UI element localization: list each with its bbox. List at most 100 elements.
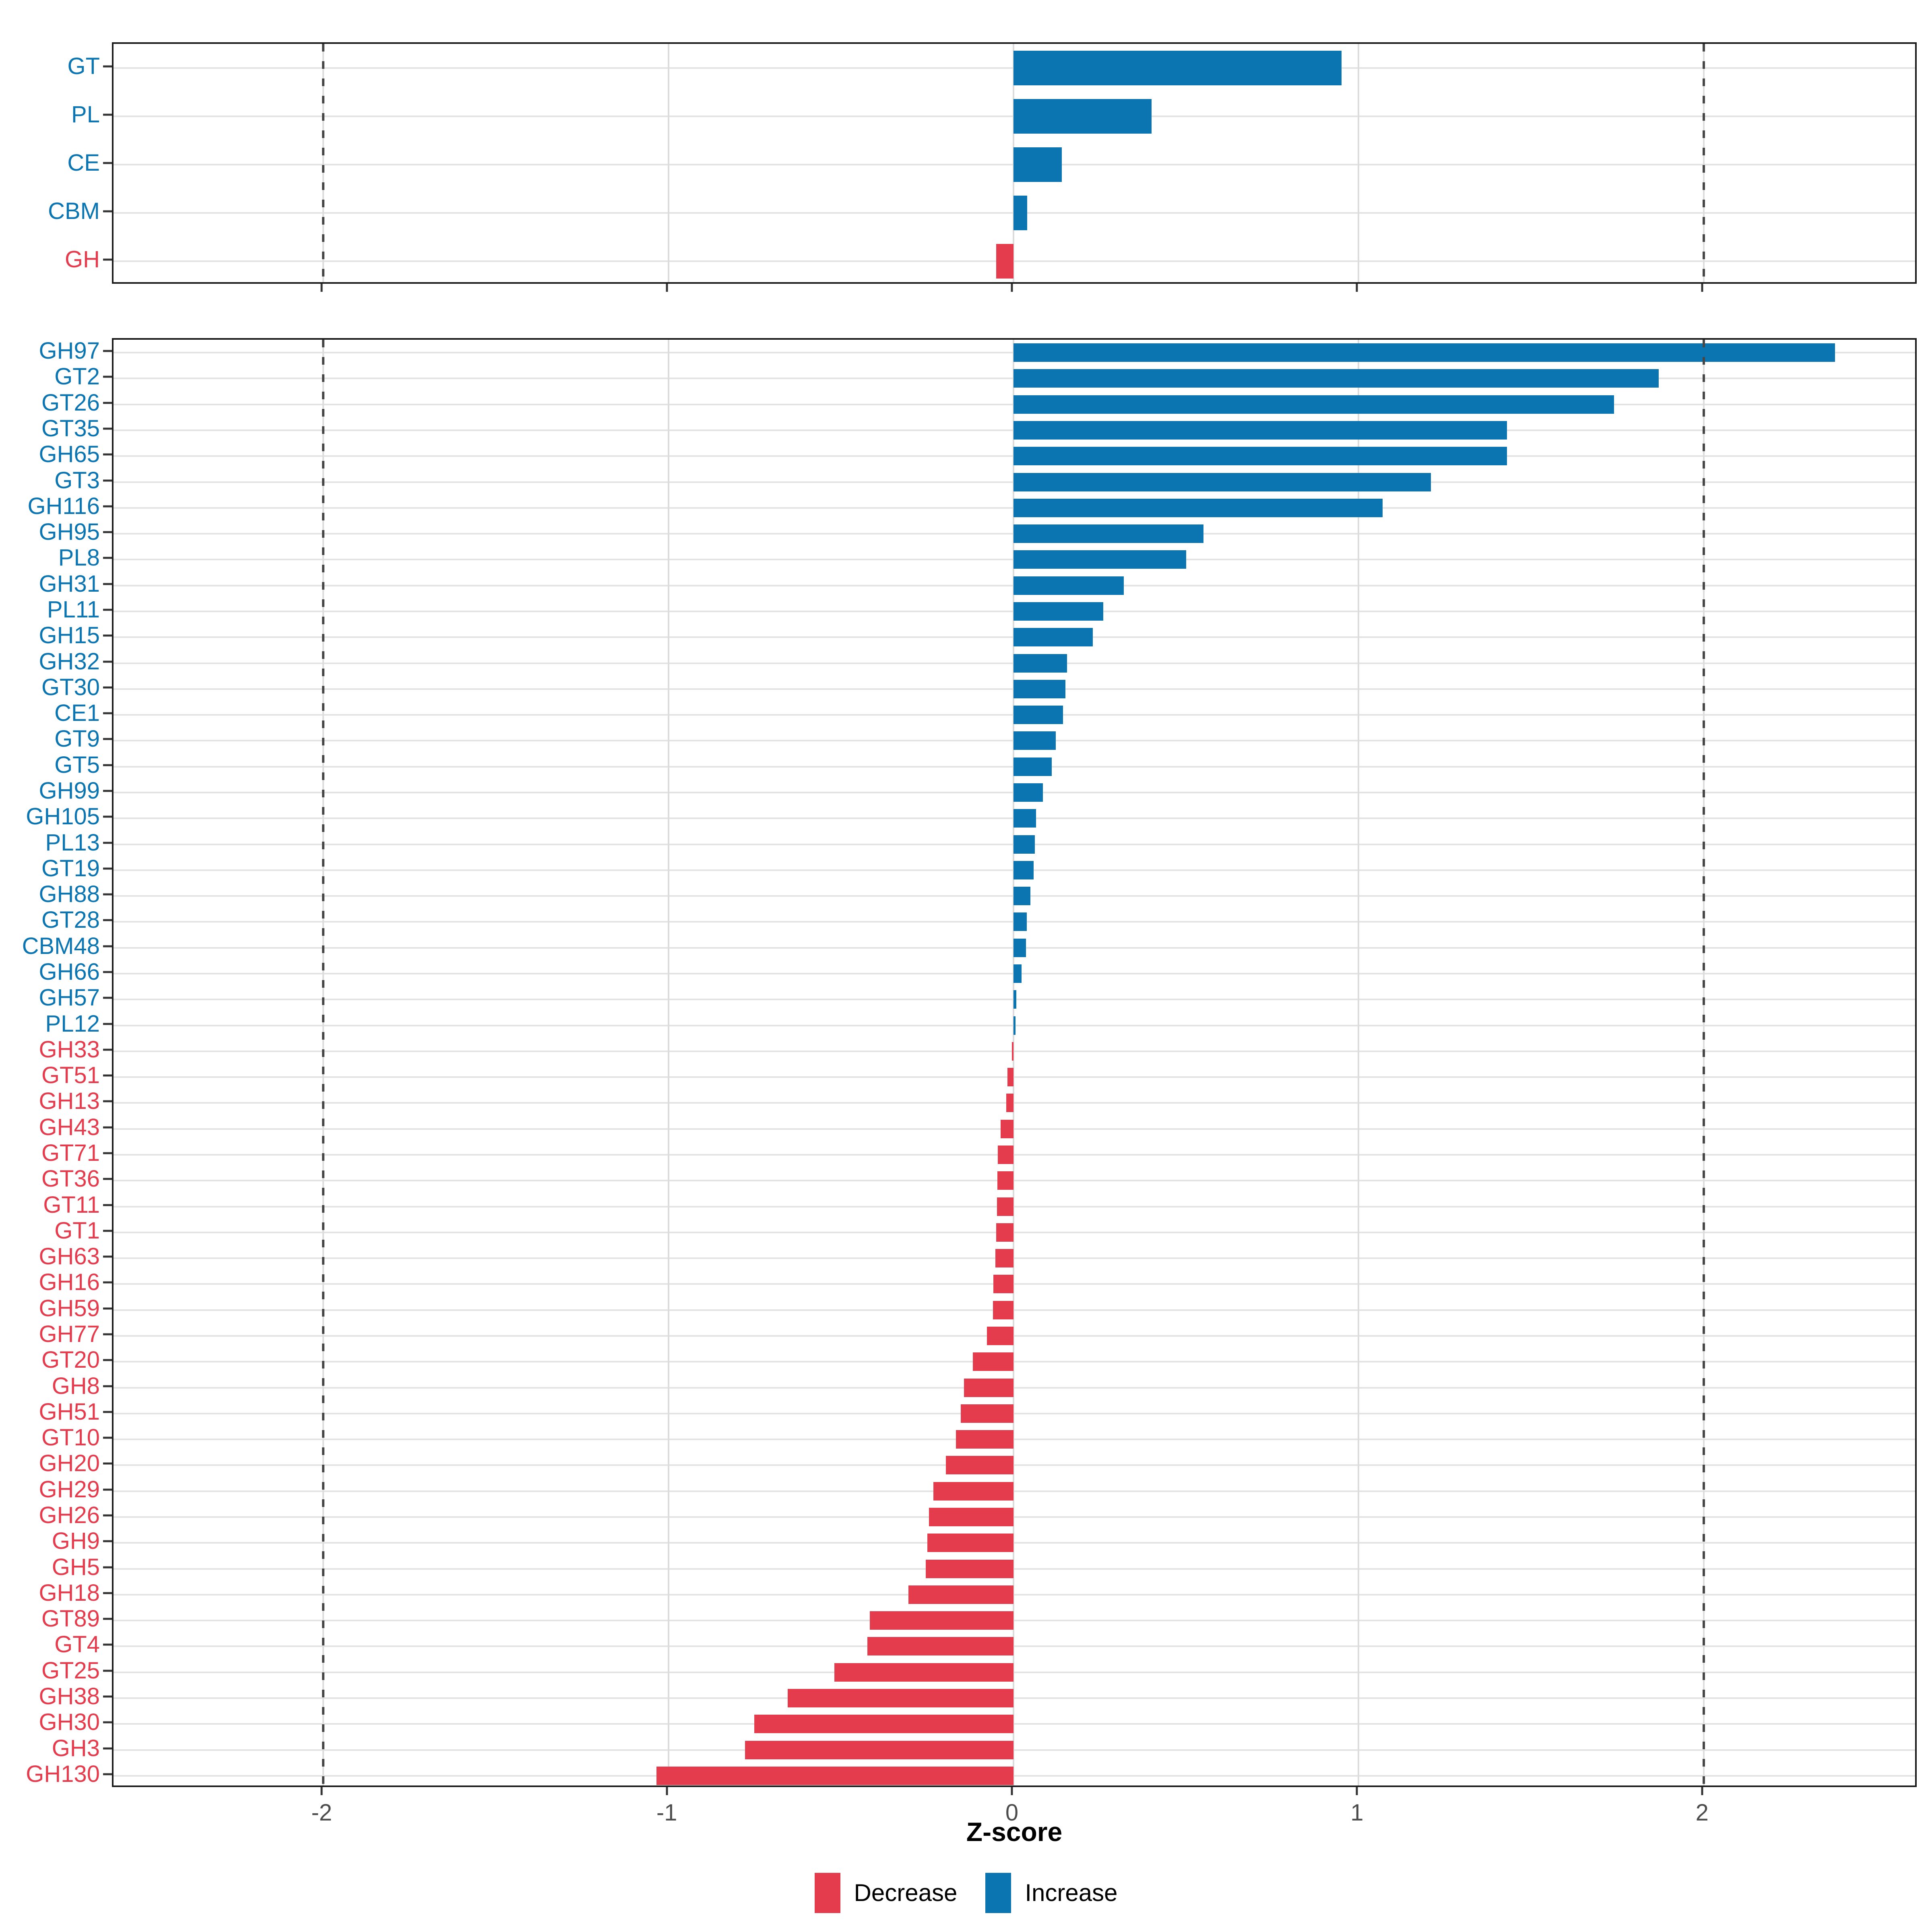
gridline-horizontal <box>114 1412 1915 1414</box>
bar-GH77 <box>987 1327 1013 1345</box>
y-label-GT11: GT11 <box>43 1191 100 1218</box>
y-tick-GH33 <box>103 1049 112 1051</box>
bar-GH38 <box>788 1689 1013 1707</box>
gridline-horizontal <box>114 1723 1915 1725</box>
y-label-PL13: PL13 <box>45 829 100 856</box>
y-label-PL12: PL12 <box>45 1010 100 1037</box>
y-label-GT51: GT51 <box>41 1062 100 1089</box>
y-tick-GH8 <box>103 1385 112 1387</box>
bar-GT30 <box>1013 679 1065 698</box>
y-tick-PL <box>103 114 112 116</box>
bar-GT51 <box>1007 1068 1013 1087</box>
y-tick-GT20 <box>103 1359 112 1361</box>
gridline-horizontal <box>114 1387 1915 1389</box>
legend-label-decrease: Decrease <box>854 1879 958 1906</box>
y-label-GH38: GH38 <box>39 1683 100 1709</box>
y-label-GH43: GH43 <box>39 1114 100 1140</box>
bar-GH63 <box>995 1249 1013 1268</box>
y-label-GH95: GH95 <box>39 519 100 545</box>
y-tick-GT4 <box>103 1643 112 1646</box>
gridline-horizontal <box>114 1697 1915 1699</box>
y-tick-GT11 <box>103 1204 112 1206</box>
gridline-horizontal <box>114 1283 1915 1285</box>
y-tick-GH105 <box>103 815 112 818</box>
y-tick-GT3 <box>103 479 112 482</box>
y-label-GH77: GH77 <box>39 1321 100 1347</box>
gridline-vertical <box>1358 44 1360 282</box>
bar-GT11 <box>997 1197 1013 1216</box>
x-tick--1 <box>666 1787 668 1795</box>
y-label-PL: PL <box>71 101 100 128</box>
y-tick-GH9 <box>103 1540 112 1542</box>
y-tick-PL11 <box>103 609 112 611</box>
y-tick-GT28 <box>103 919 112 921</box>
y-label-GH3: GH3 <box>52 1735 100 1761</box>
y-tick-GH32 <box>103 661 112 663</box>
gridline-horizontal <box>114 1180 1915 1182</box>
bar-GT4 <box>867 1637 1013 1656</box>
bar-PL12 <box>1013 1016 1016 1035</box>
legend-item-increase: Increase <box>985 1873 1117 1913</box>
dashed-line-x-2 <box>322 340 325 1785</box>
y-tick-GH59 <box>103 1307 112 1310</box>
y-label-CE: CE <box>67 150 100 176</box>
y-label-GT19: GT19 <box>41 855 100 881</box>
x-axis-title: Z-score <box>966 1817 1063 1847</box>
y-label-GH30: GH30 <box>39 1709 100 1736</box>
legend-item-decrease: Decrease <box>814 1873 958 1913</box>
y-label-GH51: GH51 <box>39 1398 100 1425</box>
gridline-vertical <box>1358 340 1360 1785</box>
gridline-horizontal <box>114 1620 1915 1622</box>
gridline-vertical <box>667 44 669 282</box>
x-tick--1 <box>666 284 668 292</box>
y-label-GT: GT <box>67 53 100 79</box>
gridline-horizontal <box>114 1593 1915 1596</box>
y-label-GT36: GT36 <box>41 1166 100 1192</box>
bar-GH105 <box>1013 809 1036 828</box>
y-label-GH15: GH15 <box>39 622 100 649</box>
y-tick-GH88 <box>103 893 112 896</box>
bar-GT1 <box>996 1223 1013 1242</box>
dashed-line-x-2 <box>322 44 325 282</box>
bar-GT9 <box>1013 731 1056 750</box>
bar-GT35 <box>1013 421 1507 440</box>
y-label-GT4: GT4 <box>54 1631 100 1658</box>
bar-GT20 <box>972 1352 1013 1371</box>
y-label-GH57: GH57 <box>39 985 100 1011</box>
y-label-GT30: GT30 <box>41 674 100 700</box>
y-tick-GT26 <box>103 402 112 404</box>
bar-GH57 <box>1013 990 1016 1009</box>
y-label-CE1: CE1 <box>54 700 100 727</box>
y-tick-CE1 <box>103 712 112 714</box>
y-tick-PL13 <box>103 842 112 844</box>
y-label-PL8: PL8 <box>58 545 100 571</box>
y-label-GT26: GT26 <box>41 389 100 416</box>
y-tick-GT36 <box>103 1178 112 1180</box>
y-tick-PL8 <box>103 557 112 559</box>
y-tick-GH30 <box>103 1721 112 1724</box>
y-tick-GT35 <box>103 427 112 430</box>
y-label-GH5: GH5 <box>52 1554 100 1580</box>
y-label-GT28: GT28 <box>41 907 100 933</box>
gridline-horizontal <box>114 1542 1915 1544</box>
y-label-GT35: GT35 <box>41 415 100 442</box>
y-tick-GH65 <box>103 453 112 456</box>
bar-GH15 <box>1013 628 1093 647</box>
bar-CE1 <box>1013 706 1063 724</box>
y-tick-GH130 <box>103 1773 112 1775</box>
y-tick-GH29 <box>103 1488 112 1491</box>
y-tick-GT71 <box>103 1152 112 1154</box>
legend-label-increase: Increase <box>1025 1879 1118 1906</box>
y-label-PL11: PL11 <box>47 597 100 623</box>
gridline-horizontal <box>114 1464 1915 1466</box>
bar-GT3 <box>1013 473 1431 491</box>
y-tick-GH16 <box>103 1281 112 1284</box>
x-tick-label-1: 1 <box>1350 1800 1364 1826</box>
bar-GH33 <box>1011 1042 1013 1061</box>
bar-GH95 <box>1013 524 1203 543</box>
y-tick-GT5 <box>103 764 112 766</box>
x-tick-1 <box>1356 1787 1358 1795</box>
bar-GH30 <box>754 1715 1013 1734</box>
y-tick-GT30 <box>103 686 112 689</box>
